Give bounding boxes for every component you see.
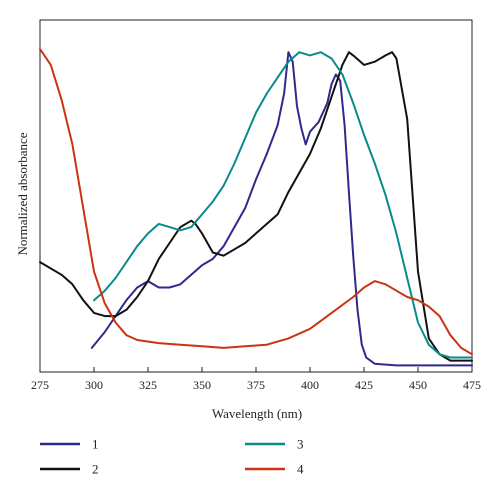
x-tick-label: 350 xyxy=(193,378,211,392)
x-tick-label: 325 xyxy=(139,378,157,392)
x-axis-ticks: 275 300 325 350 375 400 425 450 475 xyxy=(31,367,481,392)
legend: 1 2 3 4 xyxy=(40,437,304,477)
x-tick-label: 475 xyxy=(463,378,481,392)
x-axis-title: Wavelength (nm) xyxy=(212,406,302,421)
x-tick-label: 300 xyxy=(85,378,103,392)
x-tick-label: 400 xyxy=(301,378,319,392)
x-tick-label: 275 xyxy=(31,378,49,392)
plot-border xyxy=(39,19,473,373)
x-tick-label: 450 xyxy=(409,378,427,392)
legend-label-2: 2 xyxy=(92,462,99,477)
series-line-4 xyxy=(39,48,473,356)
legend-label-1: 1 xyxy=(92,437,99,452)
series-layer xyxy=(39,48,473,367)
legend-label-3: 3 xyxy=(297,437,304,452)
series-line-3 xyxy=(93,51,473,359)
series-line-1 xyxy=(90,51,473,367)
x-tick-label: 425 xyxy=(355,378,373,392)
x-tick-label: 375 xyxy=(247,378,265,392)
plot-frame xyxy=(39,19,473,373)
y-axis-title: Normalized absorbance xyxy=(15,132,30,255)
legend-label-4: 4 xyxy=(297,462,304,477)
series-line-2 xyxy=(39,51,473,362)
